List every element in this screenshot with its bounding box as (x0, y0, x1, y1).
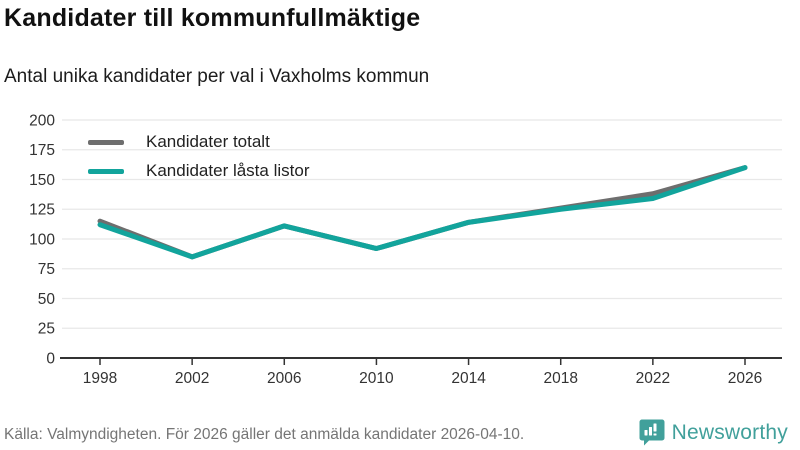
y-tick-label: 0 (46, 350, 55, 367)
x-tick-label: 2014 (451, 370, 486, 387)
legend-label-totalt: Kandidater totalt (146, 132, 270, 151)
legend-swatch-lasta-listor (88, 168, 124, 174)
legend-item-totalt: Kandidater totalt (88, 132, 309, 152)
line-chart: 0 25 50 75 100 125 150 175 200 1998 2002 2006 2010 20… (29, 112, 782, 387)
bar-chart-speech-bubble-icon (639, 419, 665, 446)
legend-label-lasta-listor: Kandidater låsta listor (146, 161, 310, 180)
y-tick-label: 150 (29, 172, 55, 189)
y-tick-label: 100 (29, 231, 55, 248)
y-tick-label: 200 (29, 112, 55, 129)
chart-subtitle: Antal unika kandidater per val i Vaxholm… (4, 66, 430, 87)
y-tick-label: 25 (38, 321, 55, 338)
legend-item-lasta-listor: Kandidater låsta listor (88, 161, 309, 181)
y-tick-label: 75 (38, 261, 55, 278)
x-tick-label: 2006 (267, 370, 301, 387)
legend-swatch-totalt (88, 139, 124, 145)
chart-legend: Kandidater totalt Kandidater låsta listo… (88, 132, 309, 181)
brand-name: Newsworthy (671, 420, 788, 444)
brand-logo: Newsworthy (639, 419, 788, 446)
source-note: Källa: Valmyndigheten. För 2026 gäller d… (4, 426, 525, 443)
y-tick-label: 50 (38, 291, 56, 308)
x-tick-label: 2002 (175, 370, 209, 387)
x-tick-label: 2022 (636, 370, 670, 387)
series-line-lasta-listor (97, 165, 748, 260)
x-tick-label: 2018 (543, 370, 577, 387)
x-tick-label: 2010 (359, 370, 394, 387)
x-tick-label: 2026 (728, 370, 762, 387)
y-tick-label: 125 (29, 202, 55, 219)
y-tick-label: 175 (29, 142, 55, 159)
x-tick-label: 1998 (83, 370, 117, 387)
page-title: Kandidater till kommunfullmäktige (4, 4, 421, 32)
